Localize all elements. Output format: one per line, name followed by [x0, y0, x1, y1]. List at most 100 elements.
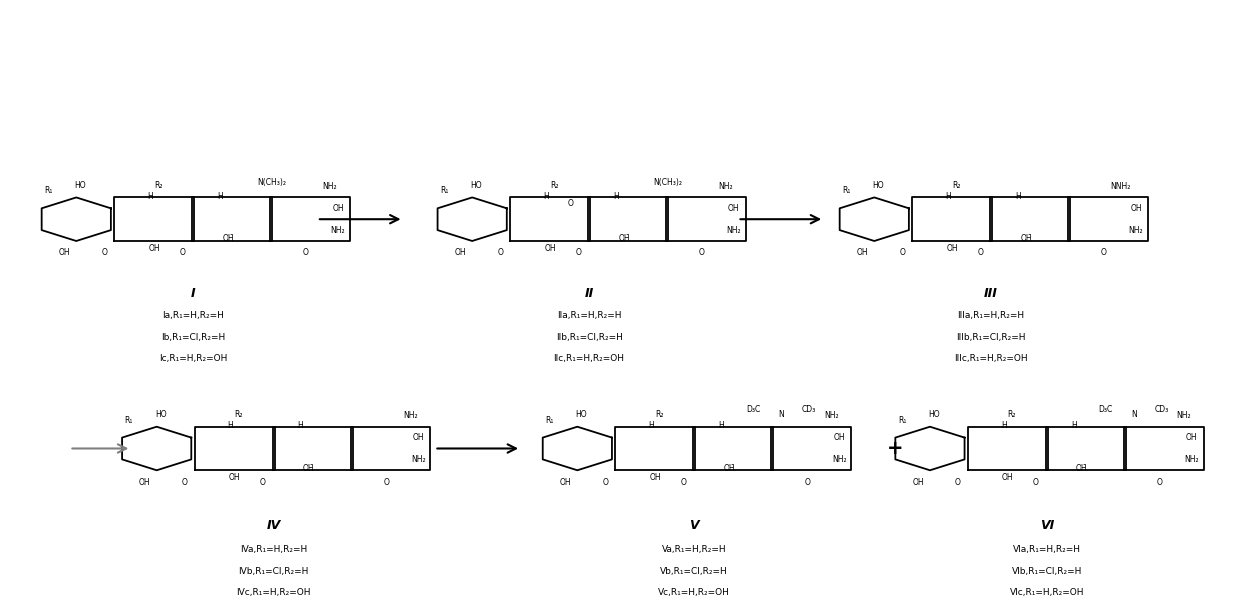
Text: R₁: R₁: [898, 415, 906, 425]
Text: O: O: [497, 249, 503, 257]
Text: N: N: [779, 410, 784, 419]
Text: HO: HO: [155, 410, 166, 419]
Text: IVb,R₁=Cl,R₂=H: IVb,R₁=Cl,R₂=H: [238, 567, 309, 576]
Text: IIIa,R₁=H,R₂=H: IIIa,R₁=H,R₂=H: [957, 311, 1024, 320]
Text: O: O: [575, 249, 582, 257]
Text: V: V: [689, 519, 699, 532]
Text: H: H: [228, 421, 233, 430]
Text: OH: OH: [857, 249, 868, 257]
Text: Va,R₁=H,R₂=H: Va,R₁=H,R₂=H: [662, 545, 727, 554]
Text: H: H: [1071, 421, 1076, 430]
Text: OH: OH: [1002, 473, 1013, 482]
Text: R₂: R₂: [655, 410, 663, 419]
Text: Vb,R₁=Cl,R₂=H: Vb,R₁=Cl,R₂=H: [661, 567, 728, 576]
Text: OH: OH: [913, 478, 924, 487]
Text: O: O: [681, 478, 686, 487]
Text: OH: OH: [544, 244, 556, 253]
Text: NH₂: NH₂: [719, 182, 733, 191]
Text: +: +: [887, 439, 903, 458]
Text: H: H: [613, 192, 619, 201]
Text: NNH₂: NNH₂: [1110, 182, 1130, 191]
Text: I: I: [191, 287, 196, 300]
Text: VI: VI: [1039, 519, 1054, 532]
Text: R₂: R₂: [549, 181, 558, 190]
Text: IVa,R₁=H,R₂=H: IVa,R₁=H,R₂=H: [241, 545, 308, 554]
Text: H: H: [543, 192, 549, 201]
Text: NH₂: NH₂: [832, 455, 847, 464]
Text: NH₂: NH₂: [1177, 411, 1192, 420]
Text: HO: HO: [928, 410, 940, 419]
Text: OH: OH: [139, 478, 150, 487]
Text: R₂: R₂: [1008, 410, 1016, 419]
Text: R₁: R₁: [842, 187, 851, 195]
Text: OH: OH: [1130, 204, 1142, 213]
Text: R₁: R₁: [440, 187, 449, 195]
Text: O: O: [977, 249, 983, 257]
Text: HO: HO: [575, 410, 588, 419]
Text: Ia,R₁=H,R₂=H: Ia,R₁=H,R₂=H: [162, 311, 224, 320]
Text: IIc,R₁=H,R₂=OH: IIc,R₁=H,R₂=OH: [553, 355, 625, 364]
Text: N(CH₃)₂: N(CH₃)₂: [258, 178, 286, 187]
Text: Vc,R₁=H,R₂=OH: Vc,R₁=H,R₂=OH: [658, 588, 730, 596]
Text: NH₂: NH₂: [823, 411, 838, 420]
Text: OH: OH: [413, 433, 424, 442]
Text: O: O: [180, 249, 185, 257]
Text: IIa,R₁=H,R₂=H: IIa,R₁=H,R₂=H: [557, 311, 621, 320]
Text: O: O: [383, 478, 389, 487]
Text: H: H: [298, 421, 304, 430]
Text: OH: OH: [332, 204, 343, 213]
Text: NH₂: NH₂: [727, 226, 742, 235]
Text: O: O: [567, 200, 573, 209]
Text: VIc,R₁=H,R₂=OH: VIc,R₁=H,R₂=OH: [1009, 588, 1084, 596]
Text: H: H: [1001, 421, 1007, 430]
Text: OH̄: OH̄: [619, 234, 630, 243]
Text: HO: HO: [470, 181, 482, 190]
Text: III: III: [985, 287, 998, 300]
Text: OH: OH: [229, 473, 241, 482]
Text: O: O: [1101, 249, 1107, 257]
Text: NH₂: NH₂: [1128, 226, 1143, 235]
Text: IIb,R₁=Cl,R₂=H: IIb,R₁=Cl,R₂=H: [556, 333, 622, 342]
Text: OH: OH: [149, 244, 160, 253]
Text: O: O: [259, 478, 265, 487]
Text: IIIc,R₁=H,R₂=OH: IIIc,R₁=H,R₂=OH: [955, 355, 1028, 364]
Text: O: O: [899, 249, 905, 257]
Text: II: II: [584, 287, 594, 300]
Text: CD₃: CD₃: [802, 405, 816, 414]
Text: O: O: [303, 249, 309, 257]
Text: H: H: [1016, 192, 1021, 201]
Text: VIa,R₁=H,R₂=H: VIa,R₁=H,R₂=H: [1013, 545, 1081, 554]
Text: R₂: R₂: [154, 181, 162, 190]
Text: NH₂: NH₂: [1184, 455, 1199, 464]
Text: OH̄: OH̄: [222, 234, 234, 243]
Text: R₁: R₁: [124, 415, 133, 425]
Text: O: O: [1157, 478, 1163, 487]
Text: O: O: [955, 478, 961, 487]
Text: HO: HO: [873, 181, 884, 190]
Text: R₁: R₁: [546, 415, 553, 425]
Text: R₂: R₂: [234, 410, 243, 419]
Text: IVc,R₁=H,R₂=OH: IVc,R₁=H,R₂=OH: [237, 588, 311, 596]
Text: O: O: [102, 249, 107, 257]
Text: O: O: [603, 478, 609, 487]
Text: OH: OH: [728, 204, 740, 213]
Text: NH₂: NH₂: [403, 411, 418, 420]
Text: OH: OH: [946, 244, 959, 253]
Text: OH: OH: [833, 433, 844, 442]
Text: O: O: [1033, 478, 1039, 487]
Text: NH₂: NH₂: [322, 182, 337, 191]
Text: O: O: [182, 478, 187, 487]
Text: H: H: [217, 192, 223, 201]
Text: OH: OH: [650, 473, 661, 482]
Text: D₃C: D₃C: [746, 405, 760, 414]
Text: H: H: [649, 421, 655, 430]
Text: NH₂: NH₂: [412, 455, 425, 464]
Text: OH̄: OH̄: [723, 464, 735, 473]
Text: VIb,R₁=Cl,R₂=H: VIb,R₁=Cl,R₂=H: [1012, 567, 1083, 576]
Text: CD₃: CD₃: [1154, 405, 1169, 414]
Text: Ic,R₁=H,R₂=OH: Ic,R₁=H,R₂=OH: [159, 355, 227, 364]
Text: IV: IV: [267, 519, 280, 532]
Text: N: N: [1131, 410, 1137, 419]
Text: H: H: [148, 192, 153, 201]
Text: OH: OH: [559, 478, 572, 487]
